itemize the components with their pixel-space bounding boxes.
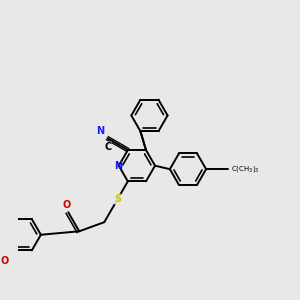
Text: C(CH$_3$)$_3$: C(CH$_3$)$_3$	[231, 164, 260, 174]
Text: O: O	[1, 256, 9, 266]
Text: N: N	[97, 127, 105, 136]
Text: S: S	[114, 194, 121, 204]
Text: O: O	[62, 200, 70, 210]
Text: C: C	[104, 142, 112, 152]
Text: N: N	[114, 161, 122, 171]
